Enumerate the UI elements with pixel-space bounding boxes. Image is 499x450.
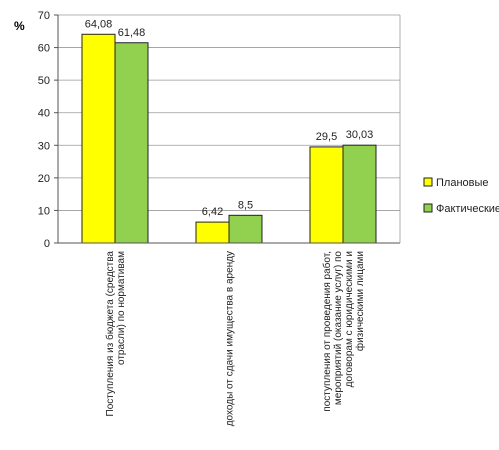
legend-swatch (423, 177, 433, 187)
y-tick-label: 40 (38, 108, 50, 120)
bar-planned-0 (81, 33, 116, 244)
y-tick-label: 0 (44, 238, 50, 250)
bar-actual-0 (114, 42, 149, 244)
legend-label: Плановые (436, 177, 489, 189)
data-label: 8,5 (238, 199, 253, 211)
category-label-0: Поступления из бюджета (средстваотрасли)… (104, 251, 127, 417)
y-tick-label: 70 (38, 10, 50, 22)
category-label-2: поступления от проведения работ,мероприя… (321, 251, 366, 412)
data-labels: 64,08 61,48 6,42 8,5 29,5 30,03 (85, 18, 374, 218)
y-tick-label: 20 (38, 173, 50, 185)
data-label: 6,42 (202, 206, 223, 218)
y-tick-labels: 0 10 20 30 40 50 60 70 (38, 10, 50, 250)
category-label-1: доходы от сдачи имущества в аренду (225, 251, 236, 426)
y-tick-label: 50 (38, 75, 50, 87)
bar-actual-1 (228, 214, 263, 244)
legend: Плановые Фактические (423, 177, 499, 215)
category-labels: Поступления из бюджета (средстваотрасли)… (104, 251, 366, 427)
legend-label: Фактические (436, 203, 499, 215)
bar-planned-1 (195, 221, 230, 244)
legend-swatch (423, 203, 433, 213)
y-axis-label: % (14, 19, 25, 33)
y-tick-label: 60 (38, 43, 50, 55)
data-label: 30,03 (346, 129, 374, 141)
data-label: 64,08 (85, 18, 113, 30)
bar-planned-2 (309, 146, 344, 244)
y-tick-label: 30 (38, 140, 50, 152)
axes (57, 15, 401, 244)
data-label: 61,48 (118, 27, 146, 39)
bar-actual-2 (342, 144, 377, 244)
bars (81, 33, 377, 244)
y-tick-label: 10 (38, 205, 50, 217)
data-label: 29,5 (316, 131, 337, 143)
